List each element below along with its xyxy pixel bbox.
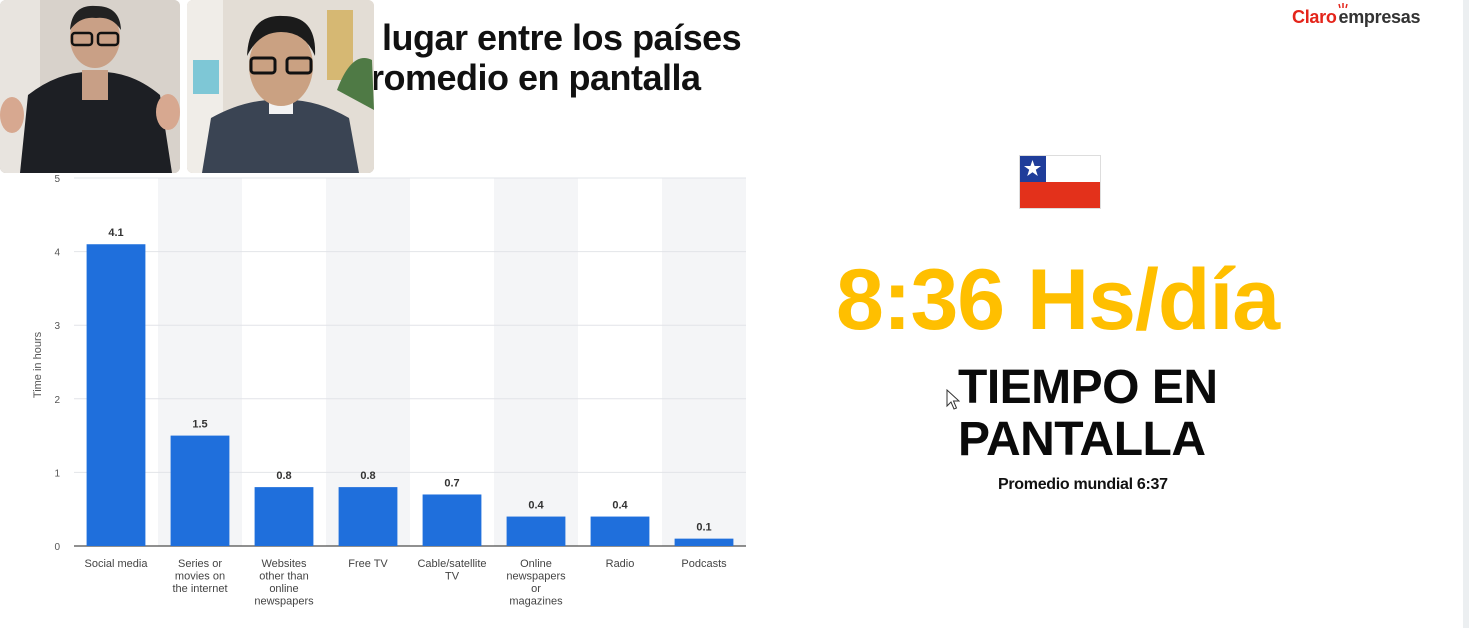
chart-y-tick-label: 1	[54, 468, 60, 479]
chart-y-tick-label: 3	[54, 321, 60, 332]
screen-time-heading-line-1: TIEMPO EN	[958, 361, 1218, 414]
claro-empresas-logo: Claro empresas	[1292, 3, 1421, 28]
video-tile-participant-2[interactable]	[187, 0, 374, 173]
mouse-pointer-icon	[946, 389, 960, 410]
slide-title-line-1: lugar entre los países	[382, 17, 742, 58]
logo-spark-icon	[1338, 3, 1348, 9]
chart-bar	[86, 244, 146, 546]
chile-flag-icon	[1019, 155, 1101, 209]
chart-category-label: Social media	[85, 558, 149, 570]
slide-title-line-2: romedio en pantalla	[370, 57, 701, 98]
brand-empresas: empresas	[1338, 7, 1421, 27]
chart-value-label: 4.1	[108, 227, 123, 239]
chart-column-band	[326, 178, 410, 546]
chart-bar	[674, 538, 734, 546]
chart-value-label: 0.8	[276, 470, 291, 482]
chart-y-tick-label: 5	[54, 174, 60, 185]
chart-category-label: Online newspapers or magazines	[506, 558, 566, 608]
screen-time-bar-chart: 0 1 2 3 4 5 Time in hours 4.1 1.5 0.8 0.8 0.7 0.4 0…	[32, 174, 746, 608]
screen-time-value: 8:36 Hs/día	[836, 252, 1280, 348]
world-average-text: Promedio mundial 6:37	[998, 476, 1168, 493]
chart-bar	[254, 487, 314, 546]
chart-y-tick-label: 2	[54, 395, 60, 406]
chart-bar	[422, 494, 482, 546]
chart-column-band	[662, 178, 746, 546]
chart-value-label: 1.5	[192, 419, 207, 431]
video-tile-participant-1[interactable]	[0, 0, 180, 173]
chart-value-label: 0.1	[696, 522, 711, 534]
window-edge	[1463, 0, 1469, 628]
brand-claro: Claro	[1292, 7, 1337, 27]
chart-category-label: Websites other than online newspapers	[254, 558, 314, 608]
chart-bar	[506, 516, 566, 546]
chart-bar	[590, 516, 650, 546]
chart-value-label: 0.8	[360, 470, 375, 482]
chart-value-label: 0.4	[612, 500, 628, 512]
chart-y-tick-label: 4	[54, 248, 60, 259]
participant-2-video	[187, 0, 374, 173]
chart-category-label: Series or movies on the internet	[172, 558, 227, 595]
chart-y-axis-label: Time in hours	[32, 331, 44, 398]
chart-column-band	[494, 178, 578, 546]
chart-bar	[338, 487, 398, 546]
screen-time-heading-line-2: PANTALLA	[958, 413, 1206, 466]
chart-category-label: Podcasts	[681, 558, 727, 570]
chart-value-label: 0.4	[528, 500, 544, 512]
chart-category-label: Radio	[606, 558, 635, 570]
participant-1-video	[0, 0, 180, 173]
chart-value-label: 0.7	[444, 477, 459, 489]
chart-category-label: Free TV	[348, 558, 388, 570]
chart-bar	[170, 435, 230, 546]
chart-category-label: Cable/satellite TV	[417, 558, 486, 583]
screen-time-heading: TIEMPO EN PANTALLA	[958, 362, 1258, 466]
chart-y-tick-label: 0	[54, 542, 60, 553]
slide-title: lugar entre los países romedio en pantal…	[370, 18, 770, 98]
